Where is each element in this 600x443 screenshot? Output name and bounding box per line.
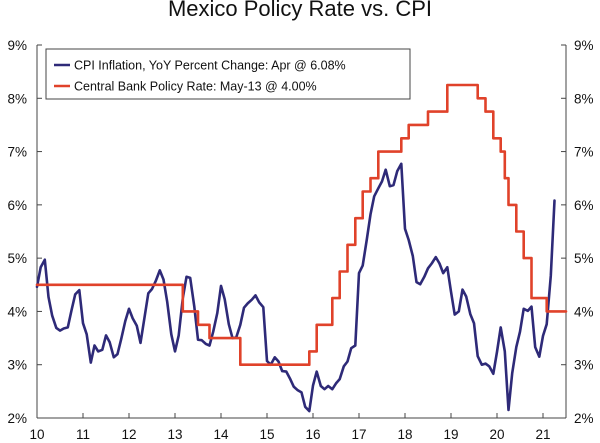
- y-tick-label-left: 7%: [7, 145, 27, 160]
- y-tick-label-left: 6%: [7, 198, 27, 213]
- legend-box: [45, 48, 411, 100]
- x-tick-label: 12: [121, 427, 136, 442]
- y-tick-label-right: 4%: [574, 304, 594, 319]
- series-line-policy-rate: [35, 83, 568, 366]
- x-tick-label: 19: [443, 427, 458, 442]
- y-tick-label-left: 4%: [7, 304, 27, 319]
- x-tick-label: 15: [259, 427, 274, 442]
- y-tick-label-right: 9%: [574, 38, 594, 53]
- x-tick-label: 21: [535, 427, 550, 442]
- y-tick-label-left: 9%: [7, 38, 27, 53]
- legend: CPI Inflation, YoY Percent Change: Apr @…: [45, 48, 411, 100]
- x-tick-label: 18: [397, 427, 412, 442]
- x-tick-label: 16: [305, 427, 320, 442]
- y-tick-label-right: 8%: [574, 91, 594, 106]
- x-tick-label: 14: [213, 427, 229, 442]
- y-tick-label-right: 2%: [574, 411, 594, 426]
- plot-area: [36, 45, 567, 419]
- y-tick-label-left: 5%: [7, 251, 27, 266]
- y-tick-label-right: 7%: [574, 145, 594, 160]
- y-tick-label-right: 6%: [574, 198, 594, 213]
- x-tick-label: 17: [351, 427, 366, 442]
- chart-title: Mexico Policy Rate vs. CPI: [168, 0, 432, 21]
- y-tick-label-left: 3%: [7, 358, 27, 373]
- x-tick-label: 13: [167, 427, 182, 442]
- x-tick-label: 11: [76, 427, 90, 442]
- legend-label-cpi: CPI Inflation, YoY Percent Change: Apr @…: [74, 59, 346, 73]
- y-tick-label-right: 5%: [574, 251, 594, 266]
- y-tick-label-right: 3%: [574, 358, 594, 373]
- y-tick-label-left: 2%: [7, 411, 27, 426]
- series-line-cpi: [35, 162, 556, 413]
- legend-label-policy-rate: Central Bank Policy Rate: May-13 @ 4.00%: [74, 80, 317, 94]
- x-tick-label: 10: [29, 427, 44, 442]
- x-tick-label: 20: [489, 427, 504, 442]
- y-tick-label-left: 8%: [7, 91, 27, 106]
